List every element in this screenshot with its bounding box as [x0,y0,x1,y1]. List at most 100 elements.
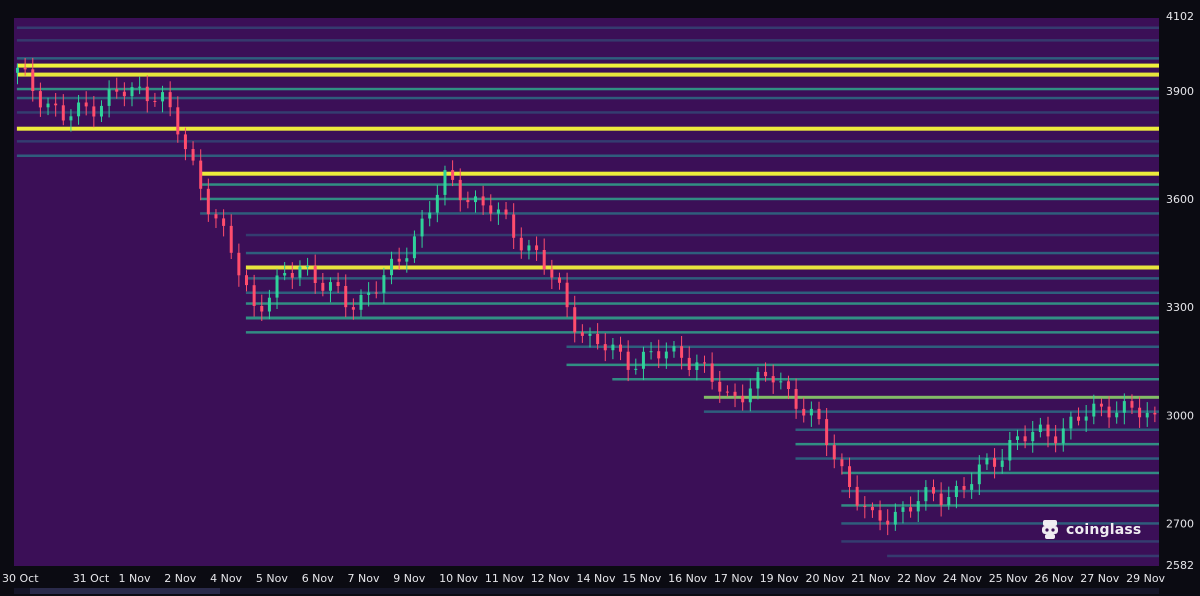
candle-body [229,225,233,253]
liquidation-level-band [841,489,1159,493]
candle-body [741,395,745,403]
candle-body [672,346,676,352]
candle-body [313,266,317,283]
candle-body [848,466,852,487]
candle-body [1054,436,1058,444]
liquidation-level-band [887,554,1159,558]
candle-body [779,381,783,383]
candle-body [542,250,546,270]
bottom-scrollbar-track[interactable] [14,588,1159,594]
liquidation-level-band [200,183,1160,186]
liquidation-level-band [16,96,1159,100]
candle-body [962,486,966,490]
candle-body [626,351,630,370]
candle-body [611,344,615,351]
candle-body [298,266,302,278]
x-tick-label: 7 Nov [348,572,380,585]
x-tick-label: 5 Nov [256,572,288,585]
candle-body [855,486,859,506]
candle-body [359,295,363,310]
candle-body [603,344,607,351]
candle-body [695,362,699,370]
candle-body [993,458,997,467]
candle-body [901,507,905,512]
candle-body [718,381,722,392]
candle-body [832,445,836,460]
candle-body [1031,431,1035,442]
liquidation-levels [16,26,1160,558]
liquidation-level-band [16,140,1159,143]
candle-body [374,292,378,294]
liquidation-level-band [245,316,1159,320]
candle-body [748,388,752,403]
x-tick-label: 31 Oct [73,572,110,585]
candle-body [641,351,645,369]
candle-body [84,102,88,107]
candle-body [634,368,638,370]
candle-body [390,258,394,276]
liquidation-level-band [612,378,1159,381]
candle-body [458,179,462,201]
x-tick-label: 19 Nov [760,572,799,585]
candle-body [817,408,821,420]
candle-body [306,266,310,268]
candle-body [397,258,401,262]
candle-body [138,86,142,88]
candle-body [344,286,348,308]
candle-body [405,258,409,262]
x-tick-label: 9 Nov [393,572,425,585]
candle-body [794,389,798,409]
x-tick-label: 27 Nov [1080,572,1119,585]
candle-body [863,505,867,507]
x-tick-label: 2 Nov [164,572,196,585]
x-axis-tick-labels: 30 Oct 31 Oct 1 Nov 2 Nov 4 Nov 5 Nov 6 Nov 7 N… [2,572,1166,585]
candle-body [1107,406,1111,418]
liquidation-level-band [566,363,1159,367]
candle-body [168,92,172,108]
candle-body [145,86,149,102]
x-tick-label: 24 Nov [943,572,982,585]
y-tick-label: 3000 [1166,409,1194,422]
x-tick-label: 12 Nov [531,572,570,585]
candle-body [580,332,584,336]
candle-body [786,381,790,389]
candle-body [596,333,600,345]
candle-body [1115,412,1119,418]
liquidation-level-band [841,471,1159,475]
candle-body [886,520,890,525]
candle-body [557,277,561,283]
liquidation-level-band [16,154,1159,157]
x-tick-label: 4 Nov [210,572,242,585]
x-tick-label: 20 Nov [806,572,845,585]
candle-body [275,275,279,298]
candle-body [657,351,661,359]
candle-body [1008,440,1012,461]
y-tick-label: 3300 [1166,301,1194,314]
candle-body [260,306,264,312]
x-tick-label: 16 Nov [668,572,707,585]
candle-body [1015,436,1019,440]
candle-body [771,376,775,383]
candle-body [1023,436,1027,442]
candle-body [489,205,493,214]
candle-body [512,214,516,238]
liquidation-level-band [16,126,1159,131]
candle-body [809,408,813,416]
candle-body [932,487,935,494]
candle-body [519,237,523,251]
candle-body [443,170,447,195]
bottom-scrollbar-thumb[interactable] [30,588,220,594]
y-tick-label: 3900 [1166,85,1194,98]
liquidation-level-band [841,504,1159,507]
candle-body [916,501,920,512]
candle-body [153,101,157,102]
candle-body [550,269,554,278]
candle-body [481,196,485,206]
liquidation-level-band [200,197,1160,201]
candle-body [1061,428,1065,444]
liquidation-level-band [841,522,1159,525]
candle-body [985,458,989,465]
candle-body [115,89,119,92]
